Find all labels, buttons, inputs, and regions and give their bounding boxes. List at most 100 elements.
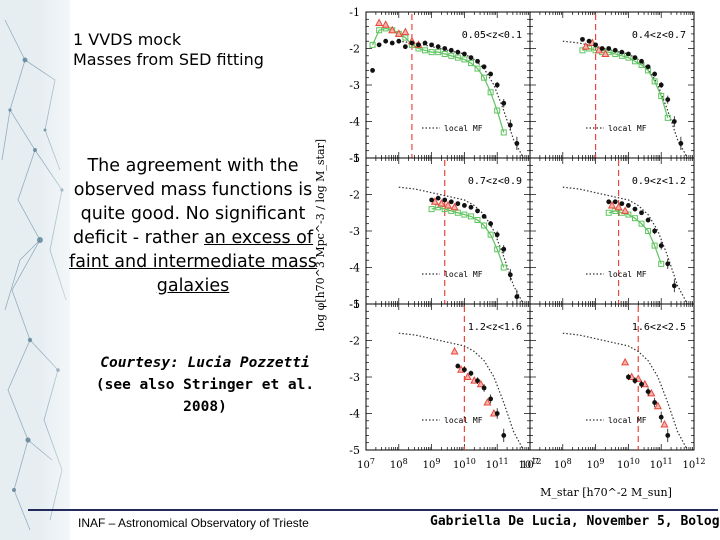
y-tick-label: -4 [349, 262, 360, 275]
observed-point [501, 100, 507, 106]
model-red-point [653, 401, 662, 410]
model-green-point [461, 211, 468, 218]
observed-point [488, 221, 494, 227]
local-mf-curve [398, 40, 524, 159]
redshift-label: 0.9<z<1.2 [632, 176, 686, 187]
observed-point [639, 381, 644, 387]
observed-point [455, 201, 461, 207]
observed-point [402, 44, 408, 50]
panel-6: 1.6<z<2.5 local MF [529, 303, 695, 451]
model-green-point [651, 242, 658, 249]
body-text-underlined: an excess of faint and intermediate mass… [69, 228, 317, 296]
y-tick-label: -5 [349, 298, 360, 311]
footer-author-date: Gabriella De Lucia, November 5, Bologna [430, 514, 720, 529]
model-green-point [481, 222, 488, 229]
model-green-point [441, 50, 448, 57]
footer-institution: INAF – Astronomical Observatory of Tries… [78, 516, 309, 530]
model-red-point [476, 379, 485, 388]
observed-point [658, 82, 664, 88]
observed-point [632, 55, 638, 61]
model-green-point [625, 211, 632, 218]
model-green-point [428, 206, 435, 213]
observed-point [678, 141, 684, 146]
observed-point [370, 68, 375, 73]
observed-point [580, 36, 585, 42]
x-tick-label: 1011 [486, 457, 509, 471]
model-green-point [474, 217, 481, 224]
x-tick-label: 109 [587, 457, 605, 471]
y-tick-label: -2 [349, 43, 360, 56]
courtesy-note: Courtesy: Lucia Pozzetti (see also Strin… [82, 352, 328, 418]
model-green-point [487, 231, 494, 238]
observed-point [475, 208, 480, 214]
x-tick-label: 109 [423, 457, 441, 471]
x-tick-label: 1010 [453, 457, 476, 471]
model-green-line [608, 210, 662, 265]
observed-point [619, 201, 625, 207]
model-green-point [645, 228, 652, 234]
observed-point [475, 378, 480, 384]
model-green-point [500, 264, 507, 271]
model-green-point [428, 49, 435, 56]
model-green-point [631, 215, 638, 222]
x-tick-label: 1011 [650, 457, 673, 471]
model-red-point [450, 346, 459, 355]
observed-point [626, 374, 631, 380]
observed-point [626, 203, 631, 208]
slide-title: 1 VVDS mock Masses from SED fitting [73, 30, 264, 70]
observed-point [383, 38, 389, 44]
observed-point [468, 55, 474, 61]
legend-label: local MF [444, 124, 483, 133]
model-red-point [660, 419, 669, 428]
x-tick-label: 1010 [617, 457, 640, 471]
y-tick-label: -1 [349, 152, 360, 165]
model-green-point [474, 65, 481, 72]
observed-point [514, 294, 520, 300]
x-tick-label: 107 [357, 457, 375, 471]
model-red-point [394, 29, 403, 37]
legend-label: local MF [608, 416, 647, 425]
model-red-point [621, 357, 630, 366]
observed-point [442, 46, 448, 51]
model-green-point [422, 47, 429, 54]
model-green-point [481, 74, 488, 81]
redshift-label: 1.2<z<1.6 [468, 322, 522, 333]
observed-point [507, 272, 513, 278]
background-fade [40, 0, 100, 540]
model-red-point [375, 18, 384, 26]
x-tick-label: 108 [554, 457, 572, 471]
body-text-plain: The agreement with the observed mass fun… [72, 156, 313, 248]
observed-point [501, 433, 507, 438]
legend-label: local MF [444, 270, 483, 279]
observed-point [462, 367, 467, 373]
observed-point [671, 283, 677, 289]
legend-label: local MF [608, 124, 647, 133]
observed-point [455, 49, 461, 55]
x-tick-label: 108 [390, 457, 408, 471]
observed-point [462, 203, 467, 208]
observed-point [599, 46, 605, 51]
y-axis-label: log φ[h70^3 Mpc^-3 / log M_star] [314, 139, 327, 331]
observed-point [645, 217, 651, 223]
y-tick-label: -5 [349, 152, 360, 165]
model-green-point [579, 47, 586, 54]
model-green-point [369, 41, 376, 48]
observed-point [658, 414, 664, 420]
observed-point [376, 42, 382, 48]
y-tick-label: -1 [349, 298, 360, 311]
y-tick-label: -4 [349, 408, 360, 421]
local-mf-curve [398, 332, 524, 451]
observed-point [396, 38, 402, 44]
model-red-point [388, 25, 397, 34]
legend-label: local MF [444, 416, 483, 425]
observed-point [645, 389, 651, 394]
observed-point [429, 197, 434, 203]
model-green-point [461, 56, 468, 63]
model-green-point [500, 129, 507, 136]
observed-point [448, 199, 454, 205]
observed-point [409, 40, 415, 46]
observed-point [619, 49, 625, 55]
observed-point [652, 400, 658, 405]
title-line-1: 1 VVDS mock [73, 30, 182, 49]
